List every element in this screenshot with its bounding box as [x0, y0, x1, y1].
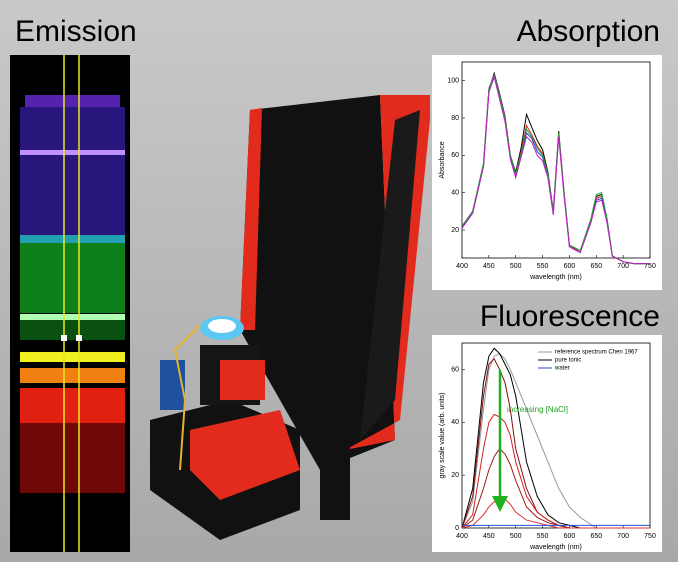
x-tick-label: 750	[644, 533, 656, 540]
y-tick-label: 20	[451, 472, 459, 479]
x-tick-label: 500	[510, 533, 522, 540]
y-tick-label: 80	[451, 115, 459, 122]
y-tick-label: 100	[447, 78, 459, 85]
chart-title: Fluorescence	[480, 300, 660, 333]
legend-label: water	[554, 366, 570, 372]
x-axis-label: wavelength (nm)	[529, 544, 582, 551]
fluorescence-panel	[432, 335, 662, 552]
x-tick-label: 400	[456, 263, 468, 270]
x-axis-label: wavelength (nm)	[529, 274, 582, 281]
y-axis-label: gray scale value (arb. units)	[439, 393, 446, 479]
x-tick-label: 650	[590, 263, 602, 270]
y-tick-label: 0	[455, 525, 459, 532]
y-tick-label: 40	[451, 419, 459, 426]
x-tick-label: 750	[644, 263, 656, 270]
plot-frame	[461, 61, 651, 259]
legend-label: pure tonic	[555, 358, 581, 364]
device-photo	[150, 95, 430, 540]
y-tick-label: 40	[451, 190, 459, 197]
data-line	[461, 495, 650, 529]
emission-title: Emission	[15, 15, 137, 48]
x-tick-label: 450	[483, 263, 495, 270]
y-tick-label: 60	[451, 152, 459, 159]
x-tick-label: 500	[510, 263, 522, 270]
y-tick-label: 20	[451, 227, 459, 234]
legend-label: reference spectrum Chen 1967	[555, 350, 638, 356]
emission-spectrum-image	[10, 55, 130, 552]
x-tick-label: 700	[617, 533, 629, 540]
data-line	[461, 352, 650, 529]
annotation-arrowhead	[492, 496, 508, 512]
x-tick-label: 700	[617, 263, 629, 270]
x-tick-label: 600	[564, 263, 576, 270]
y-tick-label: 60	[451, 366, 459, 373]
annotation: increasing [NaCl]	[507, 405, 568, 414]
y-axis-label: Absorbance	[439, 141, 446, 178]
x-tick-label: 600	[564, 533, 576, 540]
plot-frame	[461, 342, 651, 529]
x-tick-label: 400	[456, 533, 468, 540]
x-tick-label: 650	[590, 533, 602, 540]
x-tick-label: 550	[537, 263, 549, 270]
chart-title: Absorption	[517, 15, 660, 48]
x-tick-label: 450	[483, 533, 495, 540]
data-line	[461, 75, 650, 265]
x-tick-label: 550	[537, 533, 549, 540]
